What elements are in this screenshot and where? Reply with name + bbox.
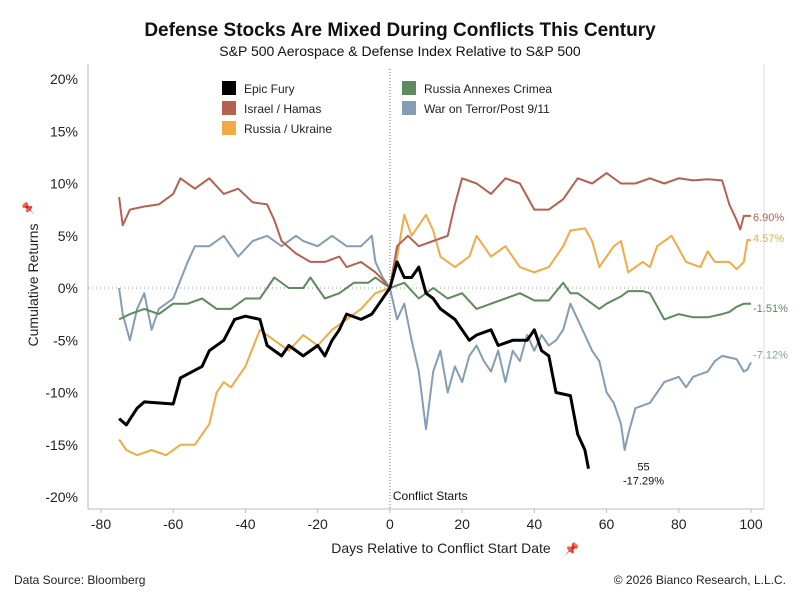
x-tick-label: 80 (671, 516, 687, 532)
pin-icon: 📌 (21, 201, 35, 215)
series-line-israel-hamas (118, 172, 751, 289)
legend-swatch (402, 101, 416, 115)
y-tick-label: 5% (58, 228, 78, 244)
x-tick-label: 0 (386, 516, 394, 532)
chart-subtitle: S&P 500 Aerospace & Defense Index Relati… (219, 43, 581, 59)
y-tick-label: -20% (45, 489, 78, 505)
y-tick-label: -15% (45, 437, 78, 453)
legend-label: Russia / Ukraine (244, 122, 332, 136)
end-day-label: 55 (637, 462, 649, 474)
legend-swatch (222, 101, 236, 115)
legend-swatch (402, 81, 416, 95)
legend-swatch (222, 121, 236, 135)
series-line-war-on-terror-post-9-11 (118, 234, 752, 451)
y-tick-label: -10% (45, 385, 78, 401)
x-tick-label: 20 (454, 516, 470, 532)
end-value-label: -1.51% (753, 303, 788, 315)
x-tick-label: -60 (163, 516, 183, 532)
x-tick-label: 60 (599, 516, 615, 532)
pin-icon: 📌 (564, 541, 579, 556)
end-value-label: 4.57% (753, 233, 784, 245)
x-tick-label: -80 (91, 516, 111, 532)
y-tick-label: -5% (53, 332, 78, 348)
y-tick-label: 10% (50, 176, 78, 192)
y-tick-label: 20% (50, 71, 78, 87)
series-line-russia-annexes-crimea (118, 276, 752, 321)
legend-label: Russia Annexes Crimea (424, 82, 552, 96)
y-axis-label: Cumulative Returns (25, 224, 41, 347)
x-tick-label: -20 (308, 516, 328, 532)
copyright: © 2026 Bianco Research, L.L.C. (613, 573, 786, 587)
chart-title: Defense Stocks Are Mixed During Conflict… (144, 20, 656, 41)
end-value-label: 6.90% (753, 212, 784, 224)
series-line-epic-fury (118, 260, 590, 469)
legend-swatch (222, 81, 236, 95)
x-tick-label: 100 (739, 516, 763, 532)
x-axis-label: Days Relative to Conflict Start Date (331, 540, 551, 556)
legend-label: Epic Fury (244, 82, 295, 96)
end-value-label: -17.29% (623, 476, 664, 488)
conflict-starts-annotation: Conflict Starts (393, 489, 468, 503)
series-line-russia-ukraine (118, 213, 752, 457)
legend-label: War on Terror/Post 9/11 (424, 102, 550, 116)
y-tick-label: 15% (50, 123, 78, 139)
x-tick-label: 40 (527, 516, 543, 532)
x-tick-label: -40 (235, 516, 255, 532)
data-source: Data Source: Bloomberg (14, 573, 146, 587)
y-tick-label: 0% (58, 280, 78, 296)
legend-label: Israel / Hamas (244, 102, 321, 116)
end-value-label: -7.12% (753, 349, 788, 361)
